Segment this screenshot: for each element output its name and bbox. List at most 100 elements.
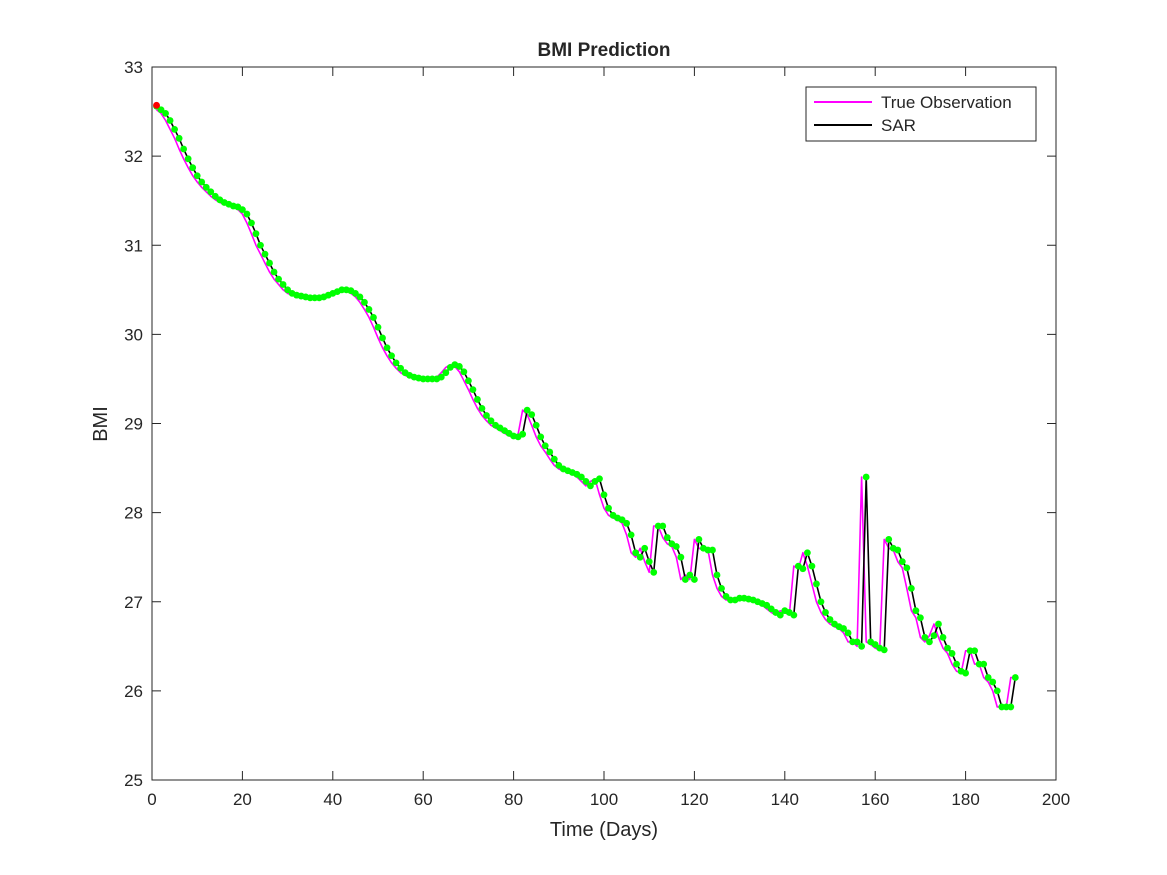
y-tick-label: 31 — [124, 236, 143, 255]
legend-label: SAR — [881, 116, 916, 135]
series-marker — [243, 210, 251, 218]
series-marker — [898, 558, 906, 566]
x-tick-label: 60 — [414, 790, 433, 809]
series-marker — [252, 230, 260, 238]
series-marker — [993, 687, 1001, 695]
series-marker — [519, 430, 527, 438]
x-tick-label: 40 — [323, 790, 342, 809]
x-tick-label: 160 — [861, 790, 889, 809]
series-marker — [921, 634, 929, 641]
plot-frame — [151, 66, 1057, 781]
y-tick-label: 33 — [124, 58, 143, 77]
series-marker — [392, 359, 400, 367]
x-axis-label: Time (Days) — [550, 819, 658, 841]
series-marker — [885, 535, 893, 543]
series-marker — [808, 562, 816, 570]
series-marker — [953, 660, 960, 668]
series-marker — [437, 373, 445, 381]
series-marker — [681, 576, 689, 583]
series-marker — [894, 546, 902, 554]
series-marker — [383, 344, 391, 352]
y-tick-label: 30 — [124, 325, 143, 344]
series-marker — [171, 125, 179, 133]
series-marker — [840, 625, 847, 632]
series-marker — [1007, 703, 1015, 711]
series-marker — [523, 406, 531, 414]
x-tick-label: 100 — [590, 790, 618, 809]
series-marker — [677, 553, 685, 561]
series-marker — [275, 275, 282, 283]
series-marker — [822, 609, 829, 616]
series-marker — [460, 368, 468, 376]
series-marker — [632, 549, 640, 557]
x-tick-label: 0 — [147, 790, 156, 809]
series-marker — [365, 306, 373, 313]
series-marker — [207, 188, 215, 196]
series-marker — [862, 473, 870, 481]
series-marker — [799, 565, 807, 573]
series-marker — [537, 433, 545, 441]
series-marker — [550, 455, 558, 463]
series-marker — [248, 219, 255, 227]
series-marker — [162, 109, 169, 117]
series-marker — [370, 314, 377, 321]
x-tick-label: 120 — [680, 790, 708, 809]
series-marker — [465, 377, 472, 385]
series-marker — [907, 584, 915, 592]
chart-title: BMI Prediction — [537, 40, 670, 61]
series-marker — [478, 404, 486, 412]
y-axis-label: BMI — [90, 406, 112, 442]
series-marker — [532, 421, 540, 429]
series-marker — [180, 145, 188, 153]
series-marker — [469, 386, 477, 394]
series-marker — [984, 674, 992, 681]
series-marker — [641, 544, 649, 552]
series-marker — [587, 482, 594, 490]
series-marker — [790, 611, 798, 619]
series-marker — [912, 607, 920, 615]
series-marker — [980, 660, 988, 668]
series-marker — [695, 535, 703, 543]
series-marker — [948, 650, 956, 657]
series-marker — [659, 522, 667, 530]
series-marker — [279, 281, 287, 288]
series-marker — [198, 178, 206, 186]
series-marker — [578, 473, 585, 481]
x-tick-label: 200 — [1042, 790, 1070, 809]
series-marker — [442, 369, 450, 377]
x-tick-label: 20 — [233, 790, 252, 809]
series-marker — [600, 491, 608, 499]
series-marker — [474, 396, 481, 403]
series-marker — [858, 642, 866, 650]
series-marker — [817, 598, 825, 606]
series-marker — [672, 543, 680, 550]
x-tick-label: 80 — [504, 790, 523, 809]
series-marker — [709, 546, 716, 554]
series-marker — [361, 298, 368, 306]
y-tick-label: 29 — [124, 415, 143, 434]
series-marker — [903, 564, 911, 572]
series-marker — [627, 531, 635, 539]
series-marker — [826, 616, 834, 623]
y-tick-label: 26 — [124, 682, 143, 701]
series-marker — [718, 584, 725, 592]
series-marker — [193, 172, 201, 180]
series-marker — [605, 504, 612, 512]
series-marker — [184, 155, 192, 163]
series-marker — [636, 553, 644, 561]
y-tick-label: 32 — [124, 147, 143, 166]
series-marker — [623, 519, 630, 527]
series-marker — [266, 259, 273, 267]
series-marker — [388, 352, 395, 360]
series-marker — [175, 134, 183, 142]
series-marker — [663, 534, 671, 541]
series-marker — [397, 364, 404, 372]
series-marker — [930, 632, 938, 640]
series-marker — [645, 558, 653, 566]
series-marker — [844, 629, 852, 637]
series-marker — [546, 448, 554, 456]
series-marker — [686, 571, 694, 579]
series-marker — [804, 549, 811, 557]
